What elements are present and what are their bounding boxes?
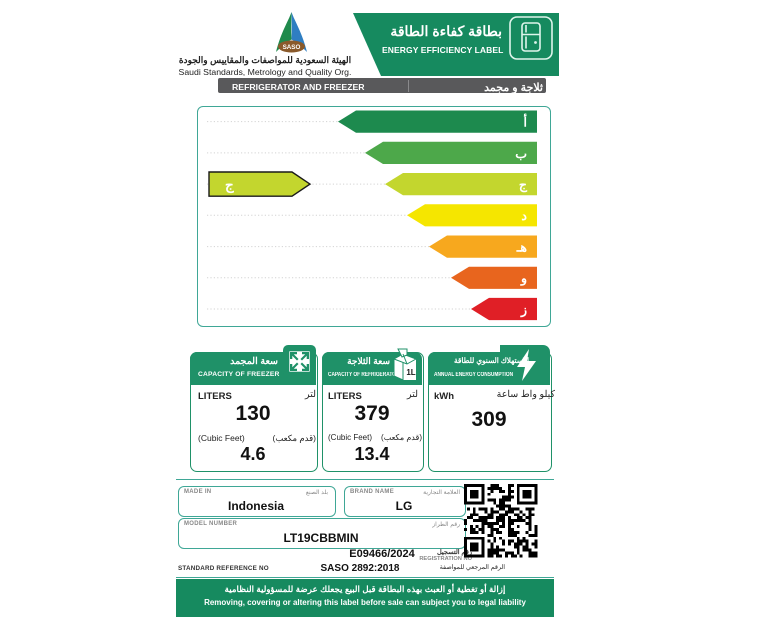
svg-text:و: و bbox=[520, 272, 527, 287]
svg-text:ب: ب bbox=[515, 147, 527, 161]
svg-text:هـ: هـ bbox=[516, 241, 528, 255]
svg-text:ج: ج bbox=[519, 178, 528, 193]
svg-text:ج: ج bbox=[225, 178, 235, 194]
svg-text:ز: ز bbox=[520, 303, 527, 318]
svg-text:1L: 1L bbox=[406, 368, 415, 377]
svg-text:د: د bbox=[521, 209, 527, 223]
svg-text:أ: أ bbox=[524, 114, 528, 130]
